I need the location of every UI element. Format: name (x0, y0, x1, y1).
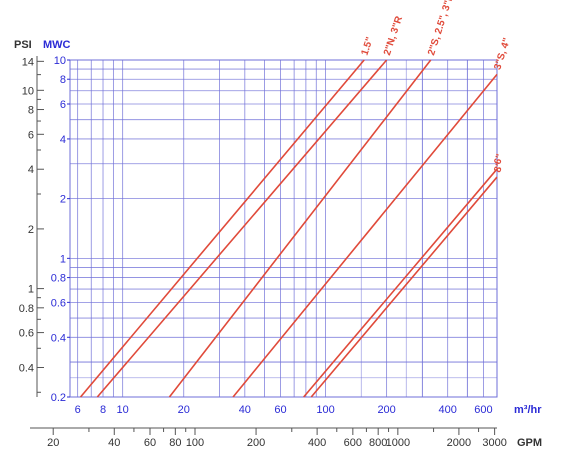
m3hr-tick-label: 600 (474, 404, 492, 416)
m3hr-tick-label: 6 (75, 404, 81, 416)
mwc-tick-label: 0.4 (51, 332, 66, 344)
curve-6 (303, 168, 498, 398)
gpm-tick-label: 100 (186, 437, 204, 449)
mwc-axis-label: MWC (43, 39, 71, 51)
gpm-axis-label: GPM (517, 437, 542, 449)
curve-8 (310, 176, 498, 398)
psi-tick-label: 10 (22, 85, 34, 97)
curve-label-6: 6" (492, 153, 506, 166)
m3hr-tick-label: 8 (100, 404, 106, 416)
curve-label-3-s-4: 3"S, 4" (492, 36, 513, 71)
m3hr-tick-label: 400 (439, 404, 457, 416)
psi-tick-label: 0.4 (19, 363, 34, 375)
mwc-tick-label: 8 (60, 74, 66, 86)
m3hr-tick-label: 10 (117, 404, 129, 416)
gpm-tick-label: 600 (344, 437, 362, 449)
psi-tick-label: 6 (28, 129, 34, 141)
gpm-tick-label: 80 (169, 437, 181, 449)
mwc-tick-label: 4 (60, 134, 66, 146)
m3hr-tick-label: 200 (377, 404, 395, 416)
mwc-tick-label: 2 (60, 194, 66, 206)
m3hr-tick-label: 60 (274, 404, 286, 416)
plot-frame (69, 59, 498, 398)
mwc-tick-label: 1 (60, 253, 66, 265)
curve-label-2-n-3-r: 2"N, 3"R (382, 14, 405, 57)
curve-3-s-4 (232, 73, 498, 398)
gpm-tick-label: 2000 (447, 437, 471, 449)
psi-tick-label: 14 (22, 56, 34, 68)
gpm-tick-label: 40 (108, 437, 120, 449)
curve-1-5 (79, 59, 365, 398)
gpm-tick-label: 20 (47, 437, 59, 449)
gpm-tick-label: 1000 (386, 437, 410, 449)
curve-2-n-3-r (96, 59, 388, 398)
psi-tick-label: 4 (28, 164, 34, 176)
gpm-tick-label: 200 (247, 437, 265, 449)
curve-label-1-5: 1.5" (360, 36, 376, 57)
psi-tick-label: 2 (28, 224, 34, 236)
psi-tick-label: 0.6 (19, 328, 34, 340)
curve-label-2-s-2-5-3-n: 2"S, 2.5", 3"N (426, 0, 456, 57)
psi-axis-label: PSI (14, 39, 32, 51)
psi-tick-label: 8 (28, 105, 34, 117)
psi-tick-label: 0.8 (19, 303, 34, 315)
psi-tick-label: 1 (28, 284, 34, 296)
m3hr-axis-label: m³/hr (514, 404, 542, 416)
grid (69, 59, 498, 398)
mwc-tick-label: 0.2 (51, 392, 66, 404)
gpm-tick-label: 60 (144, 437, 156, 449)
m3hr-tick-label: 20 (178, 404, 190, 416)
mwc-tick-label: 10 (54, 55, 66, 67)
mwc-tick-label: 0.6 (51, 297, 66, 309)
gpm-tick-label: 400 (308, 437, 326, 449)
m3hr-tick-label: 100 (316, 404, 334, 416)
curve-2-s-2-5-3-n (168, 59, 432, 398)
gpm-tick-label: 3000 (482, 437, 506, 449)
mwc-tick-label: 0.8 (51, 273, 66, 285)
curve-label-8: 8" (492, 161, 506, 174)
m3hr-tick-label: 40 (239, 404, 251, 416)
mwc-tick-label: 6 (60, 99, 66, 111)
gpm-tick-label: 800 (369, 437, 387, 449)
